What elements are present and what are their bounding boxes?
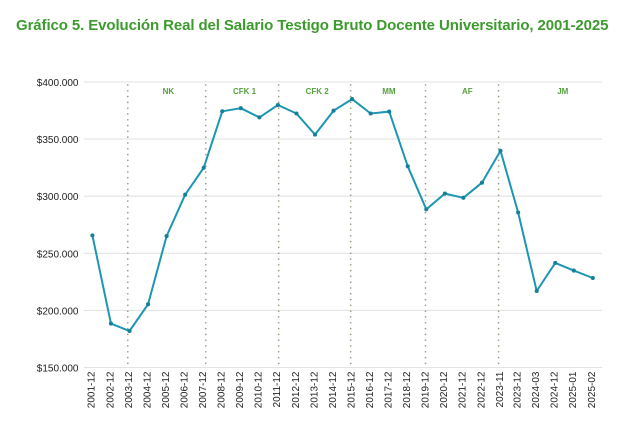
svg-text:2024-03: 2024-03 xyxy=(531,371,542,408)
svg-text:$200.000: $200.000 xyxy=(37,306,79,317)
svg-text:$400.000: $400.000 xyxy=(37,78,79,89)
svg-text:$250.000: $250.000 xyxy=(37,249,79,260)
svg-text:2011-12: 2011-12 xyxy=(272,371,283,407)
svg-text:2005-12: 2005-12 xyxy=(161,371,172,408)
svg-text:2004-12: 2004-12 xyxy=(142,371,153,408)
svg-text:2001-12: 2001-12 xyxy=(87,371,98,408)
svg-text:2020-12: 2020-12 xyxy=(439,371,450,408)
svg-text:2002-12: 2002-12 xyxy=(105,371,116,408)
svg-text:$300.000: $300.000 xyxy=(37,192,79,203)
svg-text:2014-12: 2014-12 xyxy=(328,371,339,408)
svg-text:2012-12: 2012-12 xyxy=(291,371,302,408)
svg-text:2017-12: 2017-12 xyxy=(384,371,395,408)
svg-text:2006-12: 2006-12 xyxy=(179,371,190,408)
svg-text:2010-12: 2010-12 xyxy=(254,371,265,408)
svg-text:2025-02: 2025-02 xyxy=(587,371,598,408)
svg-text:2023-11: 2023-11 xyxy=(495,371,506,407)
svg-text:2016-12: 2016-12 xyxy=(365,371,376,408)
svg-text:2018-12: 2018-12 xyxy=(402,371,413,408)
svg-text:$350.000: $350.000 xyxy=(37,135,79,146)
svg-text:2022-12: 2022-12 xyxy=(476,371,487,408)
svg-text:CFK 2: CFK 2 xyxy=(306,87,330,96)
svg-text:JM: JM xyxy=(557,87,568,96)
svg-text:2003-12: 2003-12 xyxy=(124,371,135,408)
svg-text:CFK 1: CFK 1 xyxy=(233,87,257,96)
svg-text:AF: AF xyxy=(462,87,473,96)
svg-text:MM: MM xyxy=(382,87,396,96)
svg-text:2021-12: 2021-12 xyxy=(458,371,469,408)
svg-text:2024-12: 2024-12 xyxy=(550,371,561,408)
svg-text:2013-12: 2013-12 xyxy=(309,371,320,408)
svg-text:2009-12: 2009-12 xyxy=(235,371,246,408)
svg-text:2007-12: 2007-12 xyxy=(198,371,209,408)
svg-text:2015-12: 2015-12 xyxy=(346,371,357,408)
svg-text:2025-01: 2025-01 xyxy=(568,371,579,408)
svg-text:$150.000: $150.000 xyxy=(37,364,79,375)
svg-text:2019-12: 2019-12 xyxy=(421,371,432,408)
svg-text:2023-12: 2023-12 xyxy=(512,371,523,408)
svg-text:2008-12: 2008-12 xyxy=(217,371,228,408)
svg-text:NK: NK xyxy=(163,87,175,96)
